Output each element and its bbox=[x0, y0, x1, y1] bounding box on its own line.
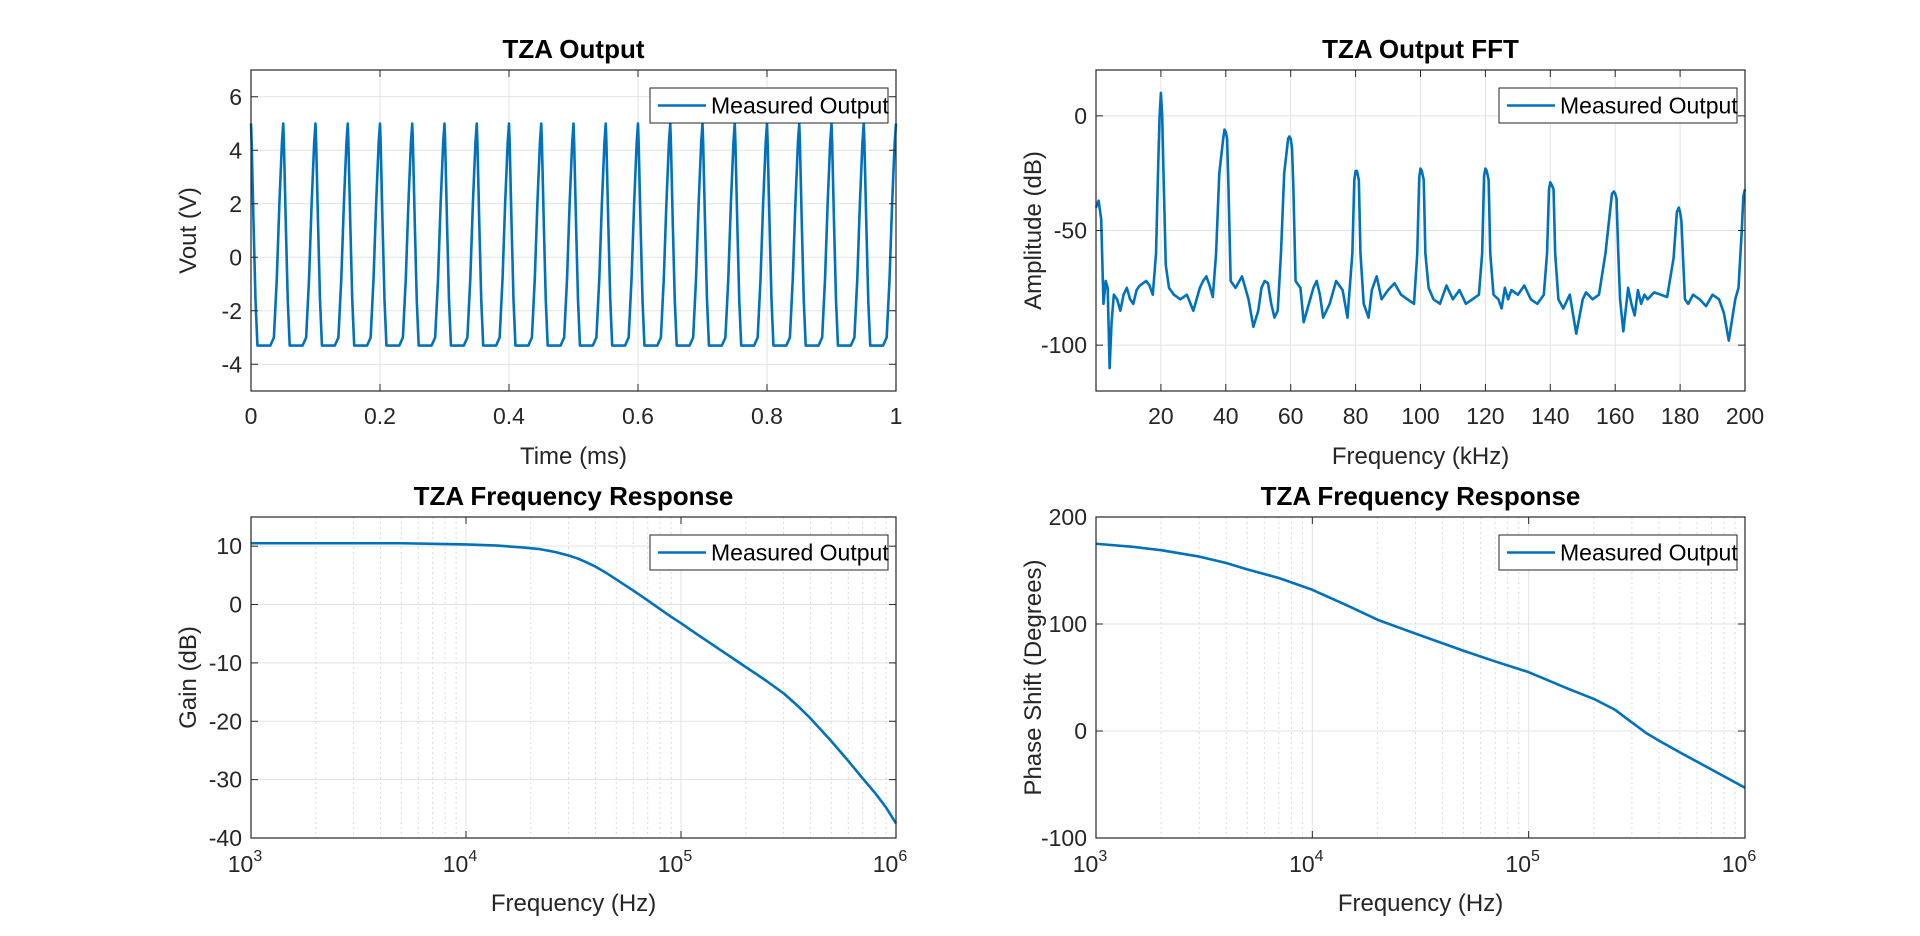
y-tick-label: 2 bbox=[229, 191, 242, 217]
x-tick-label: 106 bbox=[1722, 848, 1757, 877]
axes-tza-phase: 103 104 105 106 -100 0 100 200 TZA Frequency Res… bbox=[1020, 481, 1756, 917]
y-axis-label: Gain (dB) bbox=[175, 626, 202, 729]
x-tick-label: 80 bbox=[1343, 403, 1369, 429]
x-tick-label: 0.4 bbox=[493, 403, 525, 429]
y-tick-label: 10 bbox=[216, 533, 242, 559]
y-tick-label: -50 bbox=[1054, 218, 1087, 244]
legend: Measured Output bbox=[649, 534, 889, 571]
x-tick-label: 103 bbox=[228, 848, 263, 877]
x-axis-label: Time (ms) bbox=[520, 443, 627, 470]
legend: Measured Output bbox=[1498, 534, 1738, 571]
chart-title: TZA Frequency Response bbox=[414, 481, 734, 511]
series-line-1 bbox=[249, 122, 898, 347]
x-axis-label: Frequency (Hz) bbox=[491, 890, 656, 917]
x-tick-label: 100 bbox=[1401, 403, 1439, 429]
chart-title: TZA Output FFT bbox=[1322, 34, 1519, 64]
y-tick-label: 0 bbox=[1074, 718, 1087, 744]
legend: Measured Output bbox=[1498, 87, 1738, 124]
chart-title: TZA Frequency Response bbox=[1261, 481, 1581, 511]
legend-entry-label: Measured Output bbox=[1560, 93, 1738, 119]
legend: Measured Output bbox=[649, 87, 889, 124]
x-tick-label: 0.6 bbox=[622, 403, 654, 429]
y-tick-label: -30 bbox=[209, 767, 242, 793]
y-tick-label: 0 bbox=[1074, 103, 1087, 129]
y-tick-label: -100 bbox=[1041, 332, 1087, 358]
y-axis-label: Phase Shift (Degrees) bbox=[1020, 559, 1047, 795]
legend-entry-label: Measured Output bbox=[711, 540, 889, 566]
x-axis-label: Frequency (Hz) bbox=[1338, 890, 1503, 917]
legend-entry-label: Measured Output bbox=[1560, 540, 1738, 566]
x-tick-label: 1 bbox=[890, 403, 903, 429]
series-line-1 bbox=[251, 541, 898, 825]
y-tick-label: 6 bbox=[229, 84, 242, 110]
y-tick-label: -20 bbox=[209, 708, 242, 734]
x-tick-label: 0.8 bbox=[751, 403, 783, 429]
y-tick-label: -10 bbox=[209, 650, 242, 676]
series-line-1 bbox=[1094, 91, 1747, 370]
x-tick-label: 0 bbox=[245, 403, 258, 429]
axes-box bbox=[250, 69, 897, 392]
chart-title: TZA Output bbox=[503, 34, 645, 64]
axes-tza-output-fft: 20 40 60 80 100 120 140 160 180 200 -100 -50 0 TZA Ou… bbox=[1020, 34, 1764, 470]
y-axis-label: Amplitude (dB) bbox=[1020, 151, 1047, 310]
y-axis-label: Vout (V) bbox=[175, 187, 202, 274]
x-tick-label: 103 bbox=[1073, 848, 1108, 877]
x-tick-label: 105 bbox=[1505, 848, 1540, 877]
y-tick-label: 200 bbox=[1049, 504, 1087, 530]
axes-box bbox=[250, 516, 897, 839]
y-tick-label: -100 bbox=[1041, 825, 1087, 851]
y-tick-label: -40 bbox=[209, 825, 242, 851]
x-tick-label: 180 bbox=[1661, 403, 1699, 429]
x-tick-label: 160 bbox=[1596, 403, 1634, 429]
x-tick-label: 200 bbox=[1726, 403, 1764, 429]
y-tick-label: 100 bbox=[1049, 611, 1087, 637]
axes-tza-gain: 103 104 105 106 -40 -30 -20 -10 0 10 TZA Frequency… bbox=[175, 481, 907, 917]
y-tick-label: 0 bbox=[229, 592, 242, 618]
legend-entry-label: Measured Output bbox=[711, 93, 889, 119]
x-tick-label: 60 bbox=[1278, 403, 1304, 429]
x-tick-label: 120 bbox=[1466, 403, 1504, 429]
y-tick-label: -4 bbox=[222, 351, 243, 377]
x-tick-label: 40 bbox=[1213, 403, 1239, 429]
y-tick-label: 4 bbox=[229, 137, 242, 163]
x-tick-label: 104 bbox=[443, 848, 478, 877]
series-line-1 bbox=[1095, 542, 1746, 789]
x-tick-label: 105 bbox=[658, 848, 693, 877]
x-tick-label: 140 bbox=[1531, 403, 1569, 429]
legend-box bbox=[1498, 534, 1738, 571]
axes-box bbox=[1095, 516, 1746, 839]
x-tick-label: 0.2 bbox=[364, 403, 396, 429]
x-tick-label: 106 bbox=[873, 848, 908, 877]
y-tick-label: 0 bbox=[229, 244, 242, 270]
x-axis-label: Frequency (kHz) bbox=[1332, 443, 1509, 470]
axes-tza-output: 0 0.2 0.4 0.6 0.8 1 -4 -2 0 2 4 6 TZA Output Time (ms… bbox=[175, 34, 902, 470]
x-tick-label: 20 bbox=[1148, 403, 1174, 429]
x-tick-label: 104 bbox=[1289, 848, 1324, 877]
y-tick-label: -2 bbox=[222, 298, 242, 324]
